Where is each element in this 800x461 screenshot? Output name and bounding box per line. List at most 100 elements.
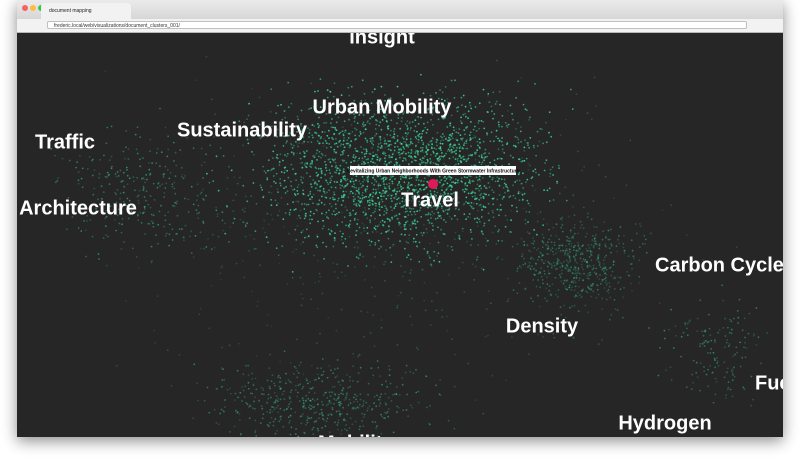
document-point[interactable] (322, 188, 325, 190)
document-point[interactable] (297, 145, 299, 148)
document-point[interactable] (458, 197, 461, 199)
document-point[interactable] (527, 162, 530, 165)
minimize-button[interactable] (30, 5, 36, 11)
document-point[interactable] (203, 161, 206, 164)
document-point[interactable] (252, 407, 254, 410)
document-point[interactable] (409, 121, 412, 123)
document-point[interactable] (589, 271, 591, 274)
document-point[interactable] (544, 259, 547, 262)
document-point[interactable] (353, 183, 356, 186)
document-point[interactable] (478, 175, 481, 178)
document-point[interactable] (105, 215, 108, 218)
document-point[interactable] (328, 143, 331, 145)
document-point[interactable] (67, 196, 70, 199)
document-point[interactable] (354, 112, 356, 114)
document-point[interactable] (401, 197, 404, 200)
document-point[interactable] (684, 322, 686, 325)
document-point[interactable] (399, 265, 402, 267)
document-point[interactable] (390, 197, 392, 200)
document-point[interactable] (552, 332, 555, 335)
document-point[interactable] (382, 177, 384, 180)
document-point[interactable] (542, 335, 545, 338)
document-point[interactable] (453, 427, 456, 430)
document-point[interactable] (556, 258, 559, 260)
document-point[interactable] (417, 153, 420, 156)
document-point[interactable] (421, 130, 424, 132)
address-bar[interactable]: frederic.local/web/visualizations/docume… (47, 21, 747, 29)
document-point[interactable] (275, 247, 278, 250)
document-point[interactable] (288, 396, 291, 398)
document-point[interactable] (402, 160, 404, 162)
document-point[interactable] (195, 209, 198, 212)
document-point[interactable] (320, 156, 322, 159)
document-point[interactable] (361, 160, 364, 163)
document-point[interactable] (229, 387, 231, 390)
document-point[interactable] (430, 154, 432, 156)
document-point[interactable] (528, 232, 531, 235)
document-point[interactable] (443, 163, 445, 165)
document-point[interactable] (318, 280, 320, 283)
document-point[interactable] (369, 201, 371, 204)
document-point[interactable] (558, 247, 560, 250)
document-point[interactable] (379, 375, 381, 377)
document-point[interactable] (126, 183, 129, 186)
document-point[interactable] (319, 332, 321, 335)
document-point[interactable] (377, 187, 380, 190)
document-point[interactable] (579, 253, 582, 256)
document-point[interactable] (89, 219, 92, 221)
document-point[interactable] (492, 216, 495, 219)
document-point[interactable] (565, 268, 568, 270)
document-point[interactable] (345, 396, 347, 399)
document-point[interactable] (333, 398, 336, 400)
document-point[interactable] (336, 375, 339, 377)
document-point[interactable] (578, 279, 581, 282)
document-point[interactable] (354, 193, 357, 196)
document-point[interactable] (340, 402, 342, 405)
document-point[interactable] (552, 261, 555, 264)
document-point[interactable] (251, 87, 253, 90)
document-point[interactable] (500, 157, 503, 160)
document-point[interactable] (270, 416, 273, 419)
document-point[interactable] (144, 233, 147, 236)
document-point[interactable] (398, 190, 401, 193)
document-point[interactable] (431, 137, 434, 140)
document-point[interactable] (283, 350, 286, 353)
document-point[interactable] (451, 137, 454, 140)
document-point[interactable] (416, 152, 419, 154)
document-point[interactable] (359, 252, 362, 255)
document-point[interactable] (305, 150, 308, 152)
document-point[interactable] (337, 396, 340, 398)
document-point[interactable] (279, 182, 281, 185)
document-point[interactable] (348, 226, 351, 229)
document-point[interactable] (441, 184, 444, 187)
document-point[interactable] (619, 276, 622, 279)
document-point[interactable] (415, 233, 418, 236)
document-point[interactable] (531, 176, 534, 179)
document-point[interactable] (233, 155, 236, 157)
document-point[interactable] (274, 182, 277, 185)
document-point[interactable] (115, 364, 118, 367)
document-point[interactable] (368, 204, 370, 207)
document-point[interactable] (246, 222, 249, 225)
document-point[interactable] (321, 292, 324, 295)
document-point[interactable] (575, 254, 577, 257)
document-point[interactable] (456, 202, 458, 205)
document-point[interactable] (536, 220, 539, 223)
document-point[interactable] (334, 376, 337, 379)
document-point[interactable] (464, 112, 466, 115)
document-point[interactable] (128, 199, 131, 202)
document-point[interactable] (125, 130, 128, 132)
document-point[interactable] (433, 196, 436, 199)
document-point[interactable] (384, 94, 386, 96)
document-point[interactable] (192, 417, 195, 420)
document-point[interactable] (304, 165, 307, 168)
document-point[interactable] (548, 285, 551, 287)
document-point[interactable] (335, 142, 338, 145)
document-point[interactable] (267, 159, 270, 162)
document-point[interactable] (590, 253, 592, 256)
document-point[interactable] (569, 258, 571, 260)
document-point[interactable] (206, 172, 208, 175)
document-point[interactable] (533, 146, 535, 149)
document-point[interactable] (345, 394, 348, 397)
document-point[interactable] (721, 284, 724, 287)
